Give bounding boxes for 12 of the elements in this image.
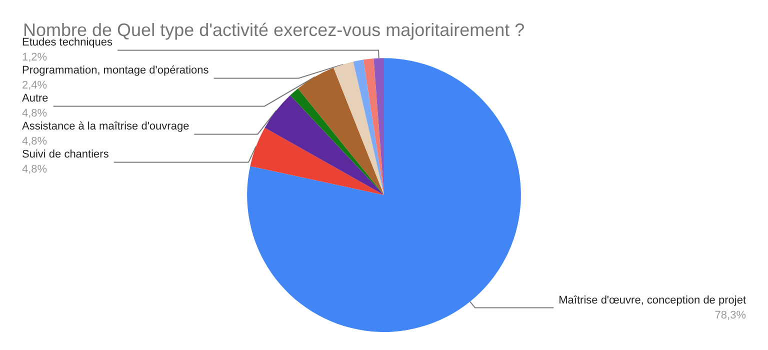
data-label: 78,3% (714, 309, 746, 322)
slice-label: Programmation, montage d'opérations (22, 64, 210, 77)
slice-label: Maîtrise d'œuvre, conception de projet (558, 294, 746, 306)
data-label: 4,8% (22, 136, 48, 148)
slice-label: Autre (22, 92, 48, 105)
slice-label: Assistance à la maîtrise d'ouvrage (22, 120, 190, 133)
slice-label: Suivi de chantiers (22, 148, 110, 161)
data-label: 4,8% (22, 108, 48, 120)
data-label: 4,8% (22, 164, 48, 176)
data-label: 2,4% (22, 80, 48, 92)
data-label: 1,2% (22, 52, 48, 64)
slice-label: Etudes techniques (22, 36, 114, 49)
